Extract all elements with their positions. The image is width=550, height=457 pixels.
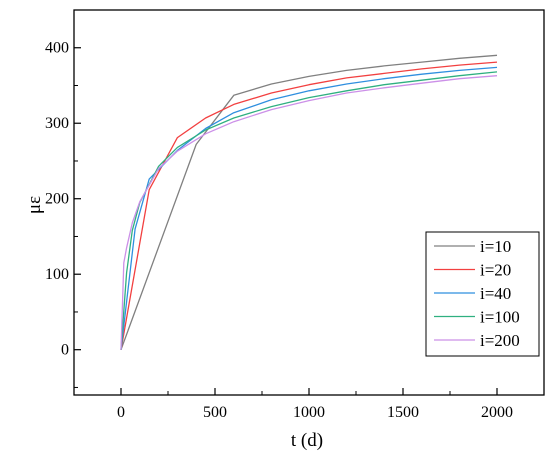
x-tick-label: 2000 <box>481 404 513 421</box>
x-tick-label: 0 <box>117 404 125 421</box>
legend-box <box>425 231 540 357</box>
series-layer <box>120 54 498 350</box>
y-tick-label: 400 <box>45 40 69 57</box>
legend: i=10 i=20 i=40 i=100 i=200 <box>425 231 540 357</box>
y-tick-label: 200 <box>45 191 69 208</box>
legend-label: i=100 <box>480 308 520 327</box>
x-tick-label: 1000 <box>293 404 325 421</box>
x-axis: 0 500 1000 1500 2000 <box>73 388 545 421</box>
series-line <box>120 71 498 350</box>
y-tick-label: 300 <box>45 115 69 132</box>
x-tick-label: 500 <box>203 404 227 421</box>
y-tick-label: 100 <box>45 266 69 283</box>
series-line <box>120 54 498 350</box>
legend-label: i=10 <box>480 237 511 256</box>
legend-label: i=40 <box>480 284 511 303</box>
series-line <box>120 66 498 350</box>
series-line <box>120 61 498 350</box>
y-axis: 0 100 200 300 400 <box>45 9 81 388</box>
y-axis-label: με <box>24 196 45 214</box>
series-line <box>120 75 498 350</box>
x-tick-label: 1500 <box>387 404 419 421</box>
y-tick-label: 0 <box>61 342 69 359</box>
legend-label: i=20 <box>480 261 511 280</box>
legend-label: i=200 <box>480 331 520 350</box>
x-axis-label: t (d) <box>291 430 323 451</box>
